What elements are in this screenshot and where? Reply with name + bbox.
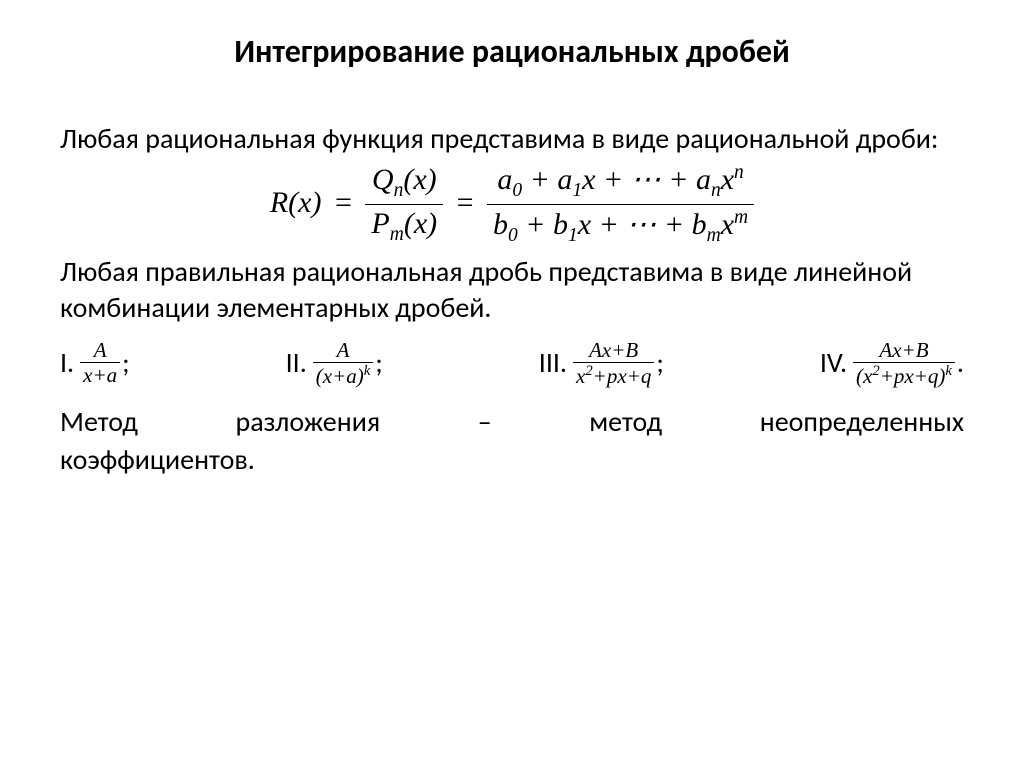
eq-lhs: R(x) (270, 186, 322, 219)
type-2-num: A (313, 339, 374, 363)
method-line-2: коэффициентов. (60, 441, 964, 479)
eq-rhs-fraction: a0 + a1x + ⋯ + anxn b0 + b1x + ⋯ + bmxm (487, 162, 754, 248)
eq-equals-2: = (451, 186, 480, 219)
type-4-label: IV. (820, 345, 853, 380)
type-1-punct: ; (120, 345, 130, 380)
eq-mid-den: Pm(x) (365, 205, 443, 246)
eq-mid-num: Qn(x) (365, 163, 443, 205)
type-3-num: Ax+B (573, 339, 654, 363)
type-1-num: A (80, 339, 120, 363)
type-4-punct: . (955, 345, 964, 380)
para-after-eq: Любая правильная рациональная дробь пред… (60, 254, 964, 327)
eq-rhs-den: b0 + b1x + ⋯ + bmxm (487, 205, 754, 247)
method-line-1: Метод разложения – метод неопределенных (60, 403, 964, 441)
type-3-punct: ; (654, 345, 664, 380)
type-2-frac: A (x+a)k (313, 339, 374, 387)
type-3-den: x2+px+q (573, 363, 654, 387)
type-4-num: Ax+B (853, 339, 955, 363)
type-1-frac: A x+a (80, 339, 120, 386)
eq-rhs-num: a0 + a1x + ⋯ + anxn (487, 162, 754, 205)
type-4-frac: Ax+B (x2+px+q)k (853, 339, 955, 387)
type-4: IV. Ax+B (x2+px+q)k . (820, 339, 964, 387)
eq-mid-fraction: Qn(x) Pm(x) (365, 163, 443, 247)
type-2-label: II. (286, 345, 313, 380)
type-2-den: (x+a)k (313, 363, 374, 387)
main-equation: R(x) = Qn(x) Pm(x) = a0 + a1x + ⋯ + anxn… (60, 162, 964, 248)
type-1-label: I. (60, 345, 80, 380)
type-3-label: III. (539, 345, 573, 380)
intro-paragraph: Любая рациональная функция представима в… (60, 121, 964, 156)
type-3-frac: Ax+B x2+px+q (573, 339, 654, 387)
type-2: II. A (x+a)k ; (286, 339, 383, 387)
type-2-punct: ; (373, 345, 383, 380)
type-4-den: (x2+px+q)k (853, 363, 955, 387)
page-title: Интегрирование рациональных дробей (60, 32, 964, 71)
fraction-types-row: I. A x+a ; II. A (x+a)k ; III. Ax+B x2+p… (60, 339, 964, 387)
type-1: I. A x+a ; (60, 339, 130, 386)
eq-equals-1: = (329, 186, 358, 219)
type-3: III. Ax+B x2+px+q ; (539, 339, 664, 387)
type-1-den: x+a (80, 363, 120, 386)
